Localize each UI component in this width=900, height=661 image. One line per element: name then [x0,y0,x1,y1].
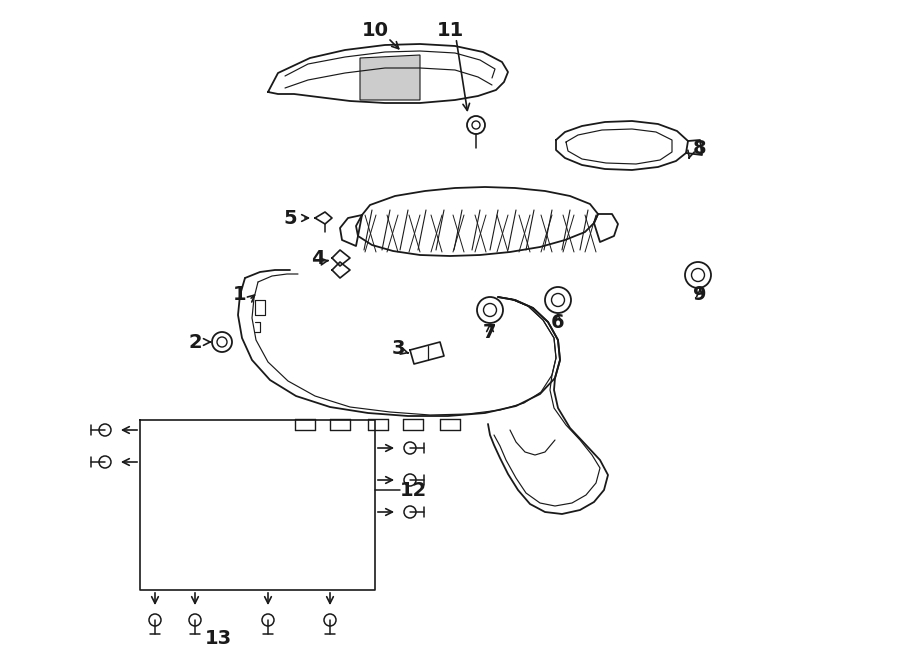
Text: 4: 4 [311,249,325,268]
Text: 6: 6 [551,313,565,332]
Text: 13: 13 [204,629,231,648]
Text: 1: 1 [233,286,247,305]
Text: 3: 3 [392,338,405,358]
Text: 10: 10 [362,20,389,40]
Text: 5: 5 [284,208,297,227]
Text: 7: 7 [483,323,497,342]
Text: 9: 9 [693,286,706,305]
Text: 8: 8 [693,139,706,157]
Text: 12: 12 [400,481,427,500]
Text: 2: 2 [188,332,202,352]
Text: 11: 11 [436,20,464,40]
Polygon shape [360,55,420,100]
